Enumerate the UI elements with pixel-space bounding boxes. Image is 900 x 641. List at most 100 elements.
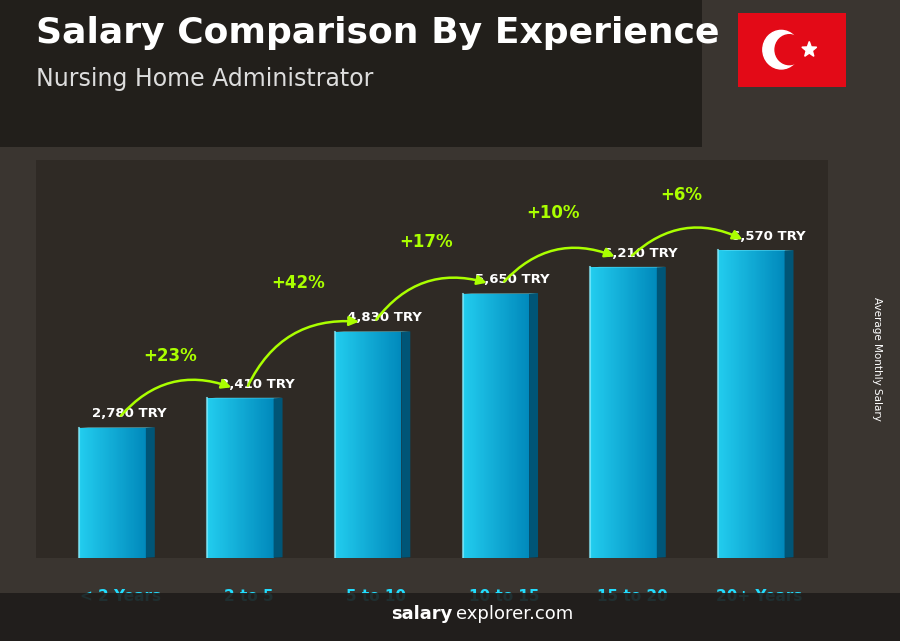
Bar xyxy=(464,294,465,558)
Bar xyxy=(722,251,723,558)
Bar xyxy=(759,251,760,558)
Bar xyxy=(512,294,514,558)
Bar xyxy=(131,428,132,558)
Bar xyxy=(253,398,254,558)
Bar xyxy=(123,428,125,558)
Bar xyxy=(259,398,260,558)
Bar xyxy=(103,428,104,558)
Bar xyxy=(515,294,516,558)
Bar xyxy=(732,251,733,558)
Bar xyxy=(728,251,729,558)
Bar xyxy=(125,428,126,558)
Bar xyxy=(80,428,82,558)
Bar xyxy=(643,267,644,558)
Bar xyxy=(97,428,98,558)
Text: +10%: +10% xyxy=(526,204,580,222)
Bar xyxy=(273,398,274,558)
Bar xyxy=(391,332,392,558)
Bar xyxy=(377,332,378,558)
Bar xyxy=(608,267,609,558)
Bar xyxy=(753,251,755,558)
Bar xyxy=(237,398,239,558)
Bar xyxy=(468,294,469,558)
Bar xyxy=(107,428,108,558)
Bar xyxy=(368,332,369,558)
Bar xyxy=(524,294,525,558)
Bar xyxy=(501,294,502,558)
Bar xyxy=(96,428,97,558)
Text: 3,410 TRY: 3,410 TRY xyxy=(220,378,294,390)
Bar xyxy=(616,267,617,558)
Bar xyxy=(649,267,650,558)
Bar xyxy=(145,428,146,558)
Bar xyxy=(370,332,372,558)
Bar xyxy=(88,428,89,558)
Bar xyxy=(256,398,257,558)
Bar xyxy=(366,332,367,558)
Bar xyxy=(465,294,466,558)
Bar xyxy=(392,332,393,558)
Bar xyxy=(726,251,727,558)
Bar xyxy=(739,251,741,558)
Text: +6%: +6% xyxy=(660,186,702,204)
Bar xyxy=(743,251,744,558)
Bar xyxy=(383,332,384,558)
Bar xyxy=(473,294,475,558)
Bar xyxy=(384,332,386,558)
Bar xyxy=(138,428,140,558)
Bar xyxy=(752,251,753,558)
Bar xyxy=(466,294,467,558)
Bar xyxy=(263,398,264,558)
Bar xyxy=(357,332,358,558)
Bar xyxy=(637,267,638,558)
Bar xyxy=(79,428,80,558)
Bar xyxy=(730,251,732,558)
Bar xyxy=(498,294,500,558)
Bar xyxy=(227,398,229,558)
Bar xyxy=(238,398,239,558)
Bar xyxy=(626,267,627,558)
Bar xyxy=(642,267,643,558)
Bar xyxy=(624,267,625,558)
Bar xyxy=(353,332,354,558)
Bar xyxy=(214,398,215,558)
Bar xyxy=(135,428,136,558)
Bar xyxy=(244,398,245,558)
Bar xyxy=(116,428,117,558)
Bar xyxy=(605,267,606,558)
Bar xyxy=(644,267,646,558)
Bar xyxy=(338,332,339,558)
Bar xyxy=(603,267,604,558)
Bar xyxy=(239,398,240,558)
Bar xyxy=(634,267,635,558)
Bar xyxy=(607,267,608,558)
Bar xyxy=(755,251,756,558)
Text: 2 to 5: 2 to 5 xyxy=(224,590,274,604)
Bar xyxy=(270,398,272,558)
Bar xyxy=(729,251,730,558)
Bar xyxy=(780,251,781,558)
Bar xyxy=(369,332,370,558)
Bar xyxy=(475,294,476,558)
Text: 20+ Years: 20+ Years xyxy=(716,590,803,604)
Bar xyxy=(768,251,769,558)
Bar xyxy=(381,332,382,558)
Bar xyxy=(344,332,345,558)
Bar xyxy=(765,251,766,558)
Bar xyxy=(221,398,222,558)
Bar xyxy=(628,267,629,558)
Bar xyxy=(528,294,529,558)
Bar xyxy=(210,398,211,558)
Bar xyxy=(747,251,748,558)
Bar xyxy=(502,294,504,558)
Bar xyxy=(225,398,226,558)
Bar xyxy=(597,267,598,558)
Bar xyxy=(526,294,528,558)
Bar xyxy=(771,251,772,558)
Bar xyxy=(137,428,138,558)
Bar xyxy=(218,398,220,558)
Bar xyxy=(111,428,112,558)
Bar xyxy=(224,398,225,558)
Bar xyxy=(601,267,603,558)
Bar xyxy=(141,428,142,558)
